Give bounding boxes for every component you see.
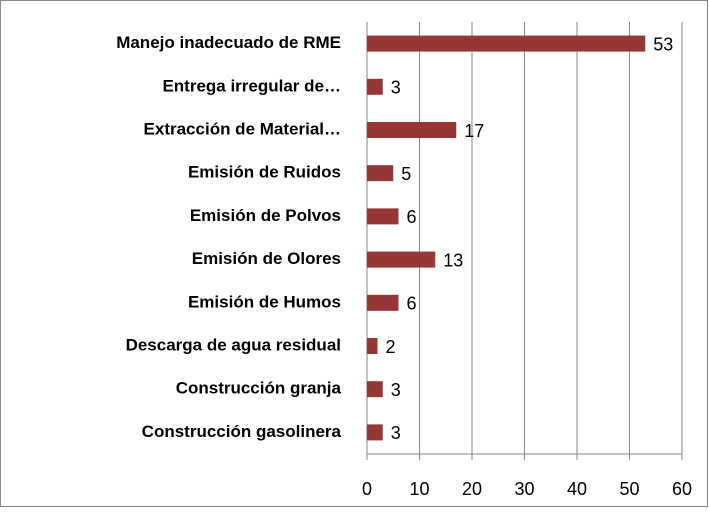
- x-tick-label: 10: [409, 479, 429, 499]
- bar: [367, 381, 383, 398]
- y-tick-label: Extracción de Material…: [144, 119, 341, 138]
- y-tick-label: Construcción granja: [176, 379, 342, 398]
- value-label: 3: [391, 78, 401, 98]
- value-label: 17: [464, 121, 484, 141]
- x-tick-label: 40: [567, 479, 587, 499]
- y-tick-label: Entrega irregular de…: [162, 76, 341, 95]
- bar: [367, 165, 394, 182]
- bar: [367, 294, 399, 311]
- value-label: 6: [407, 294, 417, 314]
- y-tick-label: Emisión de Polvos: [190, 206, 341, 225]
- value-label: 2: [386, 337, 396, 357]
- bar: [367, 35, 646, 52]
- value-label: 3: [391, 423, 401, 443]
- value-label: 5: [401, 164, 411, 184]
- bar: [367, 424, 383, 441]
- y-tick-label: Construcción gasolinera: [142, 422, 342, 441]
- x-tick-label: 0: [362, 479, 372, 499]
- bar: [367, 78, 383, 95]
- value-label: 53: [653, 34, 673, 54]
- y-tick-label: Descarga de agua residual: [126, 335, 341, 354]
- x-tick-label: 20: [462, 479, 482, 499]
- x-tick-label: 30: [514, 479, 534, 499]
- y-tick-label: Emisión de Humos: [188, 292, 341, 311]
- x-tick-label: 60: [672, 479, 692, 499]
- y-tick-label: Manejo inadecuado de RME: [116, 33, 341, 52]
- bar: [367, 208, 399, 225]
- value-label: 13: [443, 250, 463, 270]
- y-tick-label: Emisión de Ruidos: [188, 163, 341, 182]
- value-label: 6: [407, 207, 417, 227]
- bar: [367, 122, 457, 138]
- bar: [367, 338, 378, 354]
- y-tick-label: Emisión de Olores: [192, 249, 341, 268]
- value-label: 3: [391, 380, 401, 400]
- x-tick-label: 50: [619, 479, 639, 499]
- bar: [367, 251, 436, 268]
